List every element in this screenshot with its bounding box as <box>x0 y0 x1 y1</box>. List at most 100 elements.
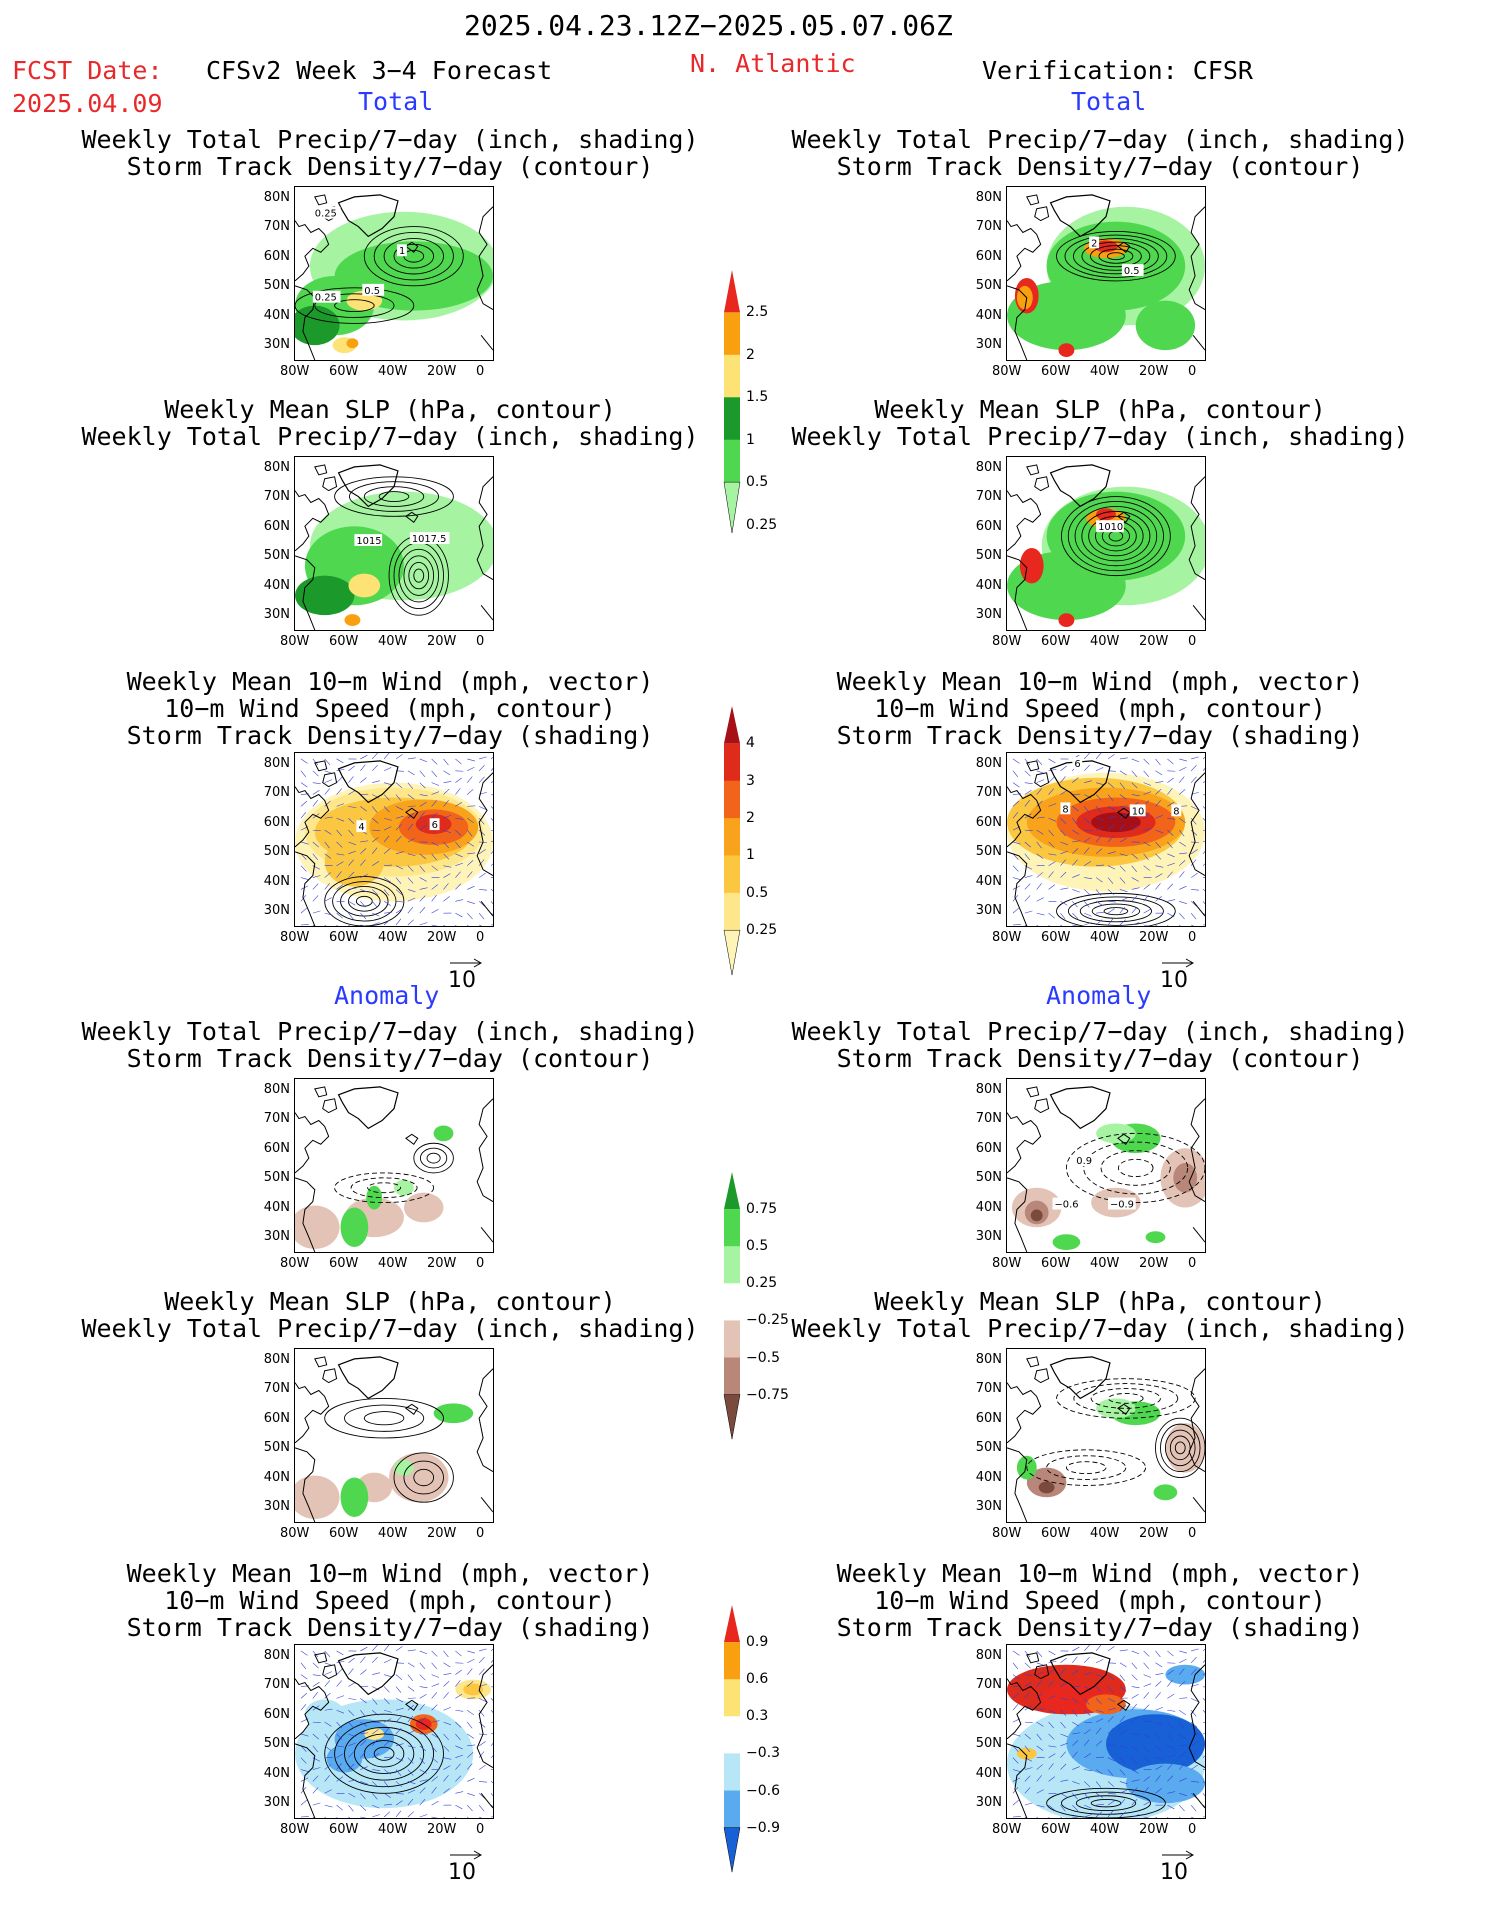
svg-text:1010: 1010 <box>1098 522 1123 533</box>
colorbar-precip_anom <box>723 1172 741 1454</box>
lon-tick-label: 60W <box>329 1822 359 1837</box>
colorbar-track_total <box>723 706 741 990</box>
colorbar-tick-label: 0.25 <box>746 922 778 939</box>
svg-text:0.9: 0.9 <box>1076 1156 1092 1167</box>
svg-text:0.5: 0.5 <box>1124 266 1140 277</box>
lon-tick-label: 60W <box>1041 1256 1071 1271</box>
lat-tick-label: 30N <box>975 607 1002 622</box>
svg-text:6: 6 <box>432 820 438 831</box>
lat-tick-label: 30N <box>975 337 1002 352</box>
colorbar-tick-label: −0.75 <box>746 1386 789 1403</box>
lon-tick-label: 40W <box>1090 1256 1120 1271</box>
panel-1-title-line: Weekly Total Precip/7−day (inch, shading… <box>81 125 699 154</box>
colorbar-tick-label: 2.5 <box>746 304 769 321</box>
verification-title: Verification: CFSR <box>982 56 1253 85</box>
svg-text:4: 4 <box>358 822 364 833</box>
lon-tick-label: 0 <box>1188 1822 1197 1837</box>
lat-tick-label: 30N <box>975 1795 1002 1810</box>
panel-12-title-line: Weekly Mean 10−m Wind (mph, vector) <box>836 1559 1364 1588</box>
lat-tick-label: 40N <box>263 307 290 323</box>
lat-tick-label: 50N <box>263 844 290 860</box>
panel-6-title-line: 10−m Wind Speed (mph, contour) <box>874 694 1326 723</box>
lon-tick-label: 0 <box>1188 634 1197 649</box>
lat-tick-label: 70N <box>975 1677 1002 1693</box>
panel-12-title-line: 10−m Wind Speed (mph, contour) <box>874 1586 1326 1615</box>
lat-tick-label: 50N <box>263 548 290 564</box>
lat-tick-label: 80N <box>263 1082 290 1097</box>
panel-7-title-line: Weekly Total Precip/7−day (inch, shading… <box>81 1017 699 1046</box>
lat-tick-label: 60N <box>975 248 1002 264</box>
lat-tick-label: 60N <box>263 518 290 534</box>
svg-text:6: 6 <box>1074 759 1080 770</box>
lat-tick-label: 60N <box>975 1140 1002 1156</box>
lon-tick-label: 40W <box>378 1256 408 1271</box>
map-panel-4: 1010 <box>1006 456 1206 631</box>
panel-11-title-line: Weekly Mean 10−m Wind (mph, vector) <box>126 1559 654 1588</box>
panel-8-title-line: Storm Track Density/7−day (contour) <box>836 1044 1364 1073</box>
colorbar-tick-label: −0.9 <box>746 1819 780 1836</box>
colorbar-tick-label: 0.25 <box>746 1275 778 1292</box>
lat-tick-label: 70N <box>263 1111 290 1127</box>
map-panel-2: 2 0.5 <box>1006 186 1206 361</box>
svg-text:1015: 1015 <box>356 536 381 547</box>
lat-tick-label: 30N <box>263 903 290 918</box>
vector-reference: 10 <box>448 1850 484 1885</box>
lon-tick-label: 80W <box>992 1256 1022 1271</box>
colorbar-tick-label: 1.5 <box>746 389 769 406</box>
lon-tick-label: 20W <box>1139 1822 1169 1837</box>
colorbar-tick-label: 0.5 <box>746 474 769 491</box>
lon-tick-label: 20W <box>1139 930 1169 945</box>
lon-tick-label: 60W <box>329 930 359 945</box>
lat-tick-label: 30N <box>263 607 290 622</box>
lon-tick-label: 80W <box>992 1526 1022 1541</box>
vector-reference-value: 10 <box>448 968 476 993</box>
lat-tick-label: 30N <box>263 1795 290 1810</box>
lon-tick-label: 40W <box>1090 364 1120 379</box>
panel-11-title-line: Storm Track Density/7−day (shading) <box>126 1613 654 1642</box>
lat-tick-label: 80N <box>263 190 290 205</box>
lat-tick-label: 80N <box>263 1648 290 1663</box>
lon-tick-label: 20W <box>1139 634 1169 649</box>
lon-tick-label: 80W <box>992 634 1022 649</box>
lon-tick-label: 40W <box>378 634 408 649</box>
forecast-title: CFSv2 Week 3−4 Forecast <box>206 56 553 85</box>
lat-tick-label: 50N <box>975 278 1002 294</box>
lon-tick-label: 0 <box>476 364 485 379</box>
lon-tick-label: 20W <box>1139 364 1169 379</box>
lat-tick-label: 30N <box>975 903 1002 918</box>
lon-tick-label: 40W <box>1090 930 1120 945</box>
region-title: N. Atlantic <box>690 49 856 78</box>
colorbar-tick-label: 2 <box>746 810 755 827</box>
panel-9-title-line: Weekly Mean SLP (hPa, contour) <box>164 1287 616 1316</box>
lon-tick-label: 40W <box>378 1822 408 1837</box>
panel-8-title-line: Weekly Total Precip/7−day (inch, shading… <box>791 1017 1409 1046</box>
panel-5-title-line: 10−m Wind Speed (mph, contour) <box>164 694 616 723</box>
svg-text:8: 8 <box>1173 806 1179 817</box>
lon-tick-label: 60W <box>1041 634 1071 649</box>
lon-tick-label: 0 <box>476 1822 485 1837</box>
colorbar-tick-label: −0.25 <box>746 1312 789 1329</box>
panel-2-title-line: Storm Track Density/7−day (contour) <box>836 152 1364 181</box>
svg-text:2: 2 <box>1091 238 1097 249</box>
lat-tick-label: 70N <box>975 1111 1002 1127</box>
lat-tick-label: 30N <box>975 1499 1002 1514</box>
lat-tick-label: 80N <box>975 190 1002 205</box>
lon-tick-label: 80W <box>280 1256 310 1271</box>
fcst-date: 2025.04.09 <box>12 89 163 118</box>
lon-tick-label: 80W <box>280 930 310 945</box>
lon-tick-label: 20W <box>1139 1256 1169 1271</box>
lat-tick-label: 70N <box>975 785 1002 801</box>
map-panel-9 <box>294 1348 494 1523</box>
vector-reference: 10 <box>1160 958 1196 993</box>
colorbar-tick-label: 1 <box>746 431 755 448</box>
lon-tick-label: 0 <box>1188 1256 1197 1271</box>
svg-text:0.25: 0.25 <box>315 209 337 220</box>
svg-text:1: 1 <box>399 246 405 257</box>
lat-tick-label: 70N <box>263 1677 290 1693</box>
svg-text:−0.6: −0.6 <box>1055 1200 1079 1211</box>
lon-tick-label: 40W <box>378 1526 408 1541</box>
lat-tick-label: 70N <box>263 1381 290 1397</box>
lat-tick-label: 40N <box>975 1765 1002 1781</box>
lat-tick-label: 50N <box>975 1170 1002 1186</box>
